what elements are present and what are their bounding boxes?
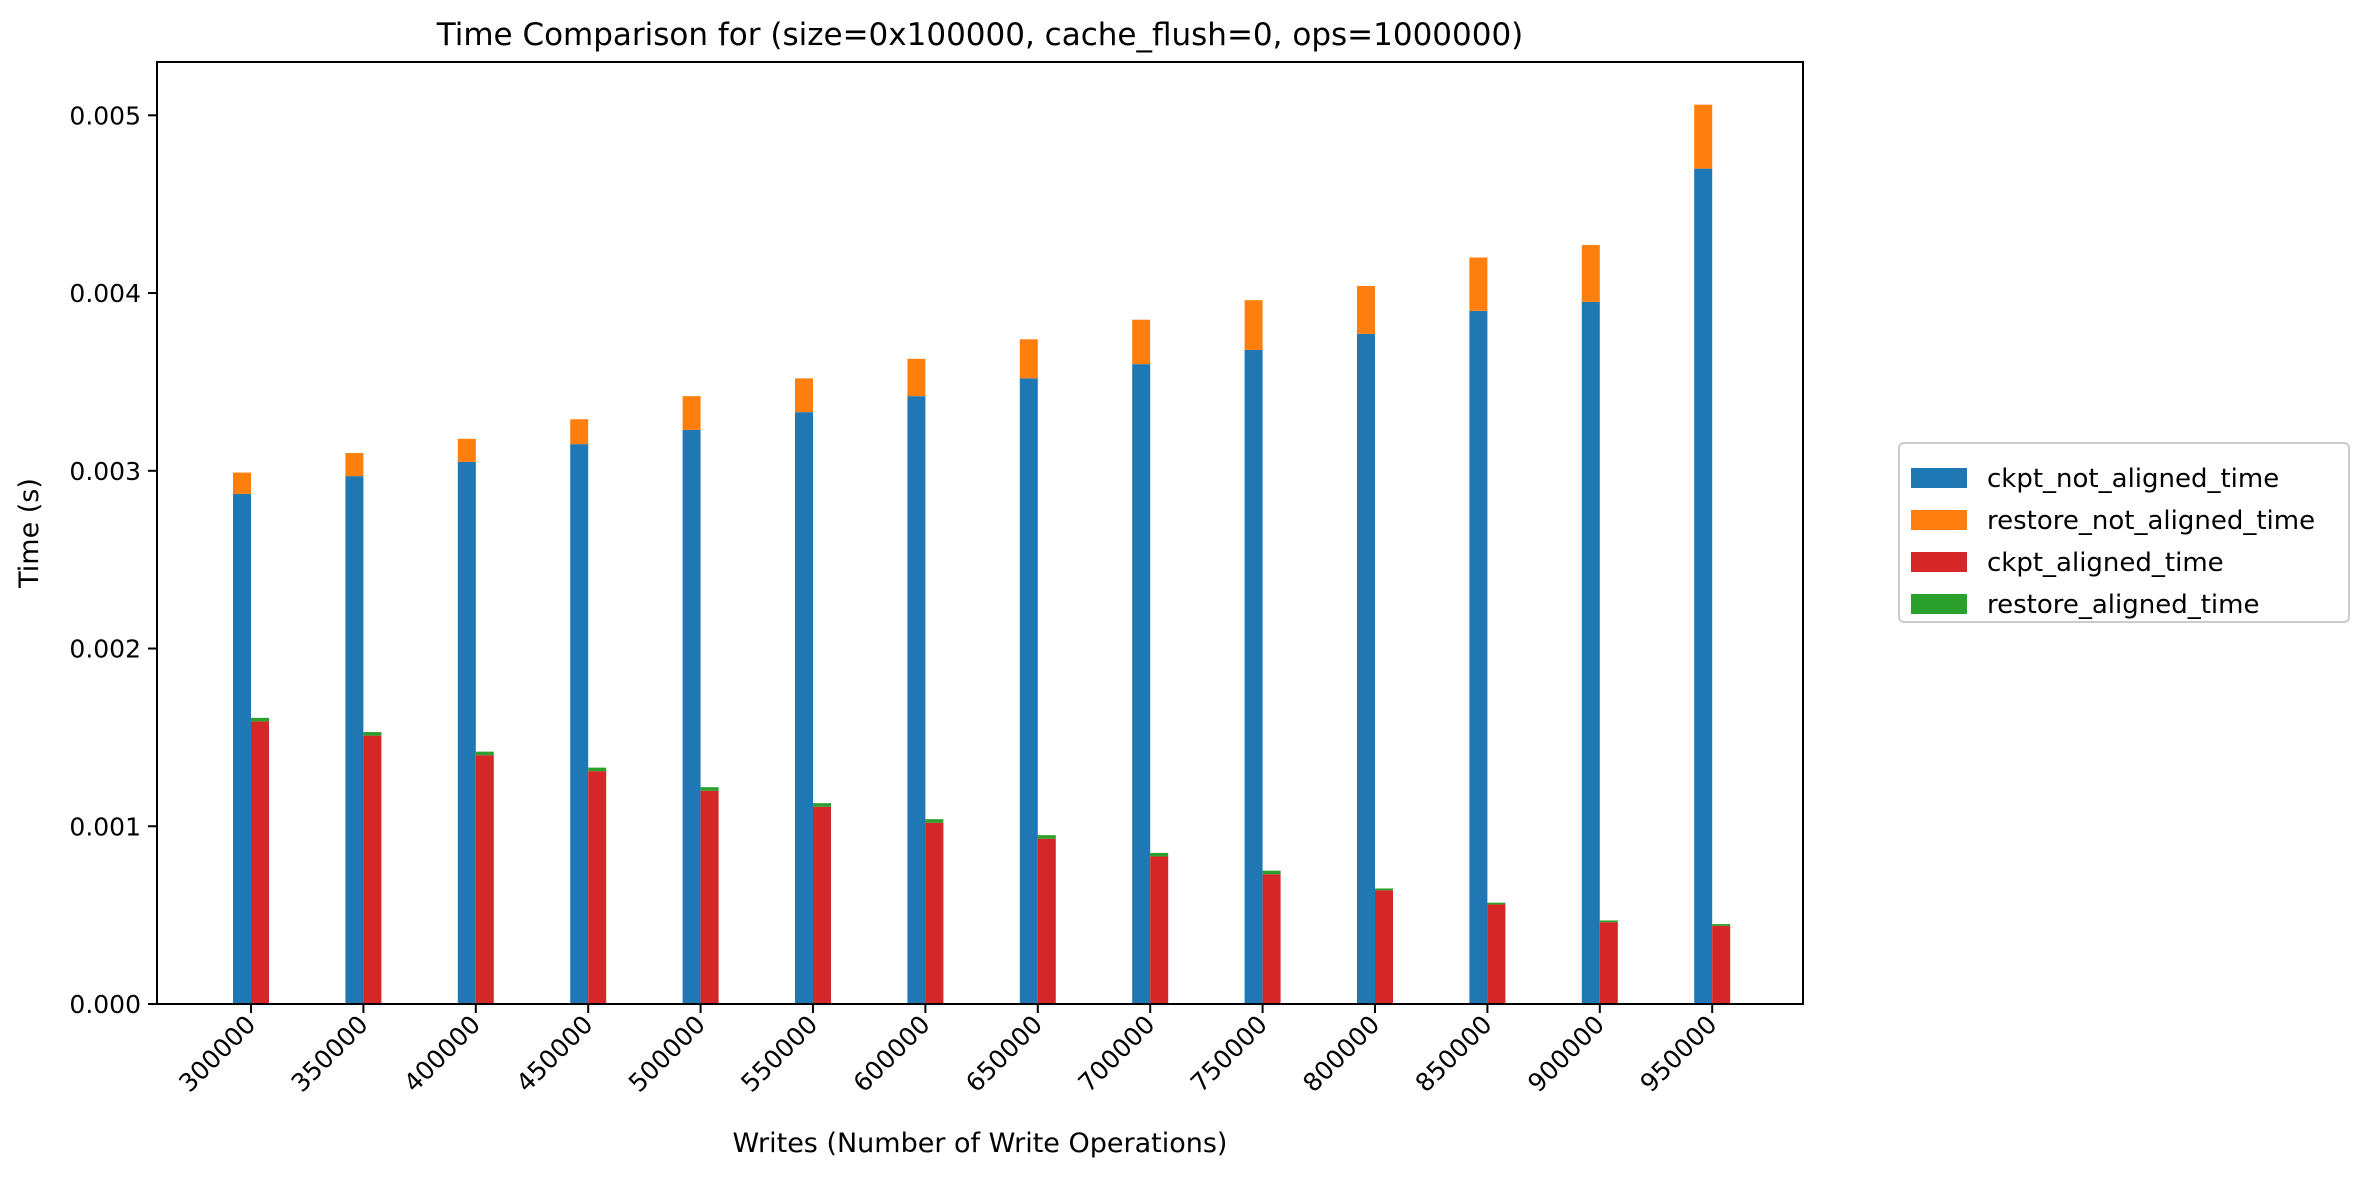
legend-swatch-ckpt-not-aligned-time [1911, 468, 1967, 488]
bar-ckpt-not-aligned-time-450000 [570, 444, 589, 1004]
x-tick-label-450000: 450000 [510, 1010, 598, 1098]
bar-restore-not-aligned-time-850000 [1469, 257, 1488, 311]
bar-restore-aligned-time-500000 [700, 787, 719, 791]
y-tick-label: 0.001 [69, 812, 141, 841]
x-tick-label-600000: 600000 [848, 1010, 936, 1098]
bar-ckpt-not-aligned-time-400000 [457, 461, 476, 1005]
bar-ckpt-aligned-time-800000 [1375, 890, 1393, 1004]
chart-title: Time Comparison for (size=0x100000, cach… [436, 17, 1524, 53]
legend-label-restore-not-aligned-time: restore_not_aligned_time [1987, 506, 2315, 536]
bar-restore-aligned-time-950000 [1712, 924, 1731, 926]
bar-ckpt-aligned-time-700000 [1150, 856, 1169, 1004]
bar-restore-aligned-time-900000 [1599, 920, 1618, 923]
bar-ckpt-not-aligned-time-650000 [1019, 378, 1038, 1004]
bar-ckpt-aligned-time-550000 [813, 806, 831, 1004]
bar-restore-not-aligned-time-700000 [1132, 319, 1151, 365]
x-tick-label-700000: 700000 [1072, 1010, 1160, 1098]
x-tick-label-350000: 350000 [286, 1010, 374, 1098]
bar-restore-aligned-time-550000 [813, 803, 831, 807]
bar-restore-not-aligned-time-650000 [1019, 339, 1038, 379]
bar-restore-aligned-time-700000 [1150, 852, 1169, 857]
bar-restore-aligned-time-450000 [588, 767, 607, 772]
bar-restore-not-aligned-time-300000 [233, 472, 251, 494]
bar-restore-aligned-time-800000 [1375, 888, 1393, 891]
legend-swatch-restore-not-aligned-time [1911, 510, 1967, 530]
bar-ckpt-not-aligned-time-750000 [1244, 349, 1263, 1004]
x-tick-label-500000: 500000 [623, 1010, 711, 1098]
bar-restore-aligned-time-750000 [1262, 870, 1281, 875]
bar-ckpt-aligned-time-600000 [925, 822, 944, 1004]
bar-restore-aligned-time-300000 [251, 717, 269, 722]
y-tick-label: 0.000 [69, 990, 141, 1019]
bar-restore-not-aligned-time-400000 [457, 438, 476, 462]
legend-swatch-restore-aligned-time [1911, 594, 1967, 614]
y-tick-label: 0.003 [69, 457, 141, 486]
bar-ckpt-aligned-time-650000 [1037, 838, 1056, 1004]
bar-ckpt-not-aligned-time-850000 [1469, 310, 1488, 1004]
bar-restore-not-aligned-time-900000 [1581, 245, 1600, 302]
bar-ckpt-not-aligned-time-300000 [233, 493, 251, 1004]
bar-restore-not-aligned-time-950000 [1694, 104, 1713, 169]
y-tick-label: 0.005 [69, 101, 141, 130]
x-tick-label-650000: 650000 [960, 1010, 1048, 1098]
bar-ckpt-not-aligned-time-600000 [907, 396, 926, 1004]
y-axis-label: Time (s) [14, 478, 45, 589]
bar-ckpt-not-aligned-time-950000 [1694, 168, 1713, 1005]
bar-ckpt-not-aligned-time-500000 [682, 429, 701, 1004]
x-axis: 300000 350000 400000 450000 500000 550000 6000… [173, 1004, 1722, 1098]
bar-ckpt-aligned-time-350000 [363, 735, 382, 1004]
bar-ckpt-aligned-time-400000 [475, 755, 494, 1004]
x-tick-label-300000: 300000 [173, 1010, 261, 1098]
legend: ckpt_not_aligned_time restore_not_aligned… [1898, 442, 2350, 623]
x-tick-label-850000: 850000 [1410, 1010, 1498, 1098]
bar-restore-aligned-time-600000 [925, 819, 944, 823]
bar-restore-aligned-time-850000 [1487, 902, 1506, 905]
x-tick-label-900000: 900000 [1522, 1010, 1610, 1098]
bar-restore-aligned-time-650000 [1037, 835, 1056, 839]
y-tick-label: 0.004 [69, 279, 141, 308]
bar-ckpt-aligned-time-450000 [588, 771, 607, 1004]
bar-ckpt-aligned-time-900000 [1599, 922, 1618, 1004]
x-tick-label-800000: 800000 [1297, 1010, 1385, 1098]
bar-ckpt-aligned-time-750000 [1262, 874, 1281, 1004]
plot-frame [156, 61, 1804, 1005]
bar-ckpt-aligned-time-850000 [1487, 904, 1506, 1004]
bar-restore-not-aligned-time-450000 [570, 419, 589, 445]
x-axis-label: Writes (Number of Write Operations) [733, 1128, 1228, 1159]
bar-restore-not-aligned-time-500000 [682, 396, 701, 430]
bar-ckpt-not-aligned-time-350000 [345, 476, 364, 1005]
bar-ckpt-aligned-time-300000 [251, 721, 269, 1004]
legend-label-ckpt-not-aligned-time: ckpt_not_aligned_time [1987, 464, 2279, 494]
bar-restore-not-aligned-time-600000 [907, 358, 926, 397]
x-tick-label-550000: 550000 [735, 1010, 823, 1098]
bars-group [233, 104, 1731, 1005]
y-axis: 0.000 0.001 0.002 0.003 0.004 0.005 [69, 101, 157, 1019]
bar-ckpt-not-aligned-time-550000 [795, 412, 813, 1004]
bar-ckpt-not-aligned-time-900000 [1581, 301, 1600, 1005]
bar-restore-not-aligned-time-750000 [1244, 300, 1263, 350]
bar-ckpt-not-aligned-time-700000 [1132, 364, 1151, 1004]
bar-restore-not-aligned-time-550000 [795, 378, 813, 413]
legend-label-restore-aligned-time: restore_aligned_time [1987, 590, 2259, 620]
legend-frame [1898, 442, 2350, 623]
legend-swatch-ckpt-aligned-time [1911, 552, 1967, 572]
bar-ckpt-aligned-time-500000 [700, 790, 719, 1004]
bar-restore-aligned-time-400000 [475, 751, 494, 756]
bar-ckpt-aligned-time-950000 [1712, 925, 1731, 1004]
bar-restore-not-aligned-time-800000 [1357, 285, 1375, 334]
x-tick-label-400000: 400000 [398, 1010, 486, 1098]
bar-restore-aligned-time-350000 [363, 732, 382, 736]
bar-ckpt-not-aligned-time-800000 [1357, 333, 1375, 1004]
y-tick-label: 0.002 [69, 635, 141, 664]
x-tick-label-750000: 750000 [1185, 1010, 1273, 1098]
legend-label-ckpt-aligned-time: ckpt_aligned_time [1987, 548, 2224, 578]
bar-restore-not-aligned-time-350000 [345, 453, 364, 477]
x-tick-label-950000: 950000 [1634, 1010, 1722, 1098]
